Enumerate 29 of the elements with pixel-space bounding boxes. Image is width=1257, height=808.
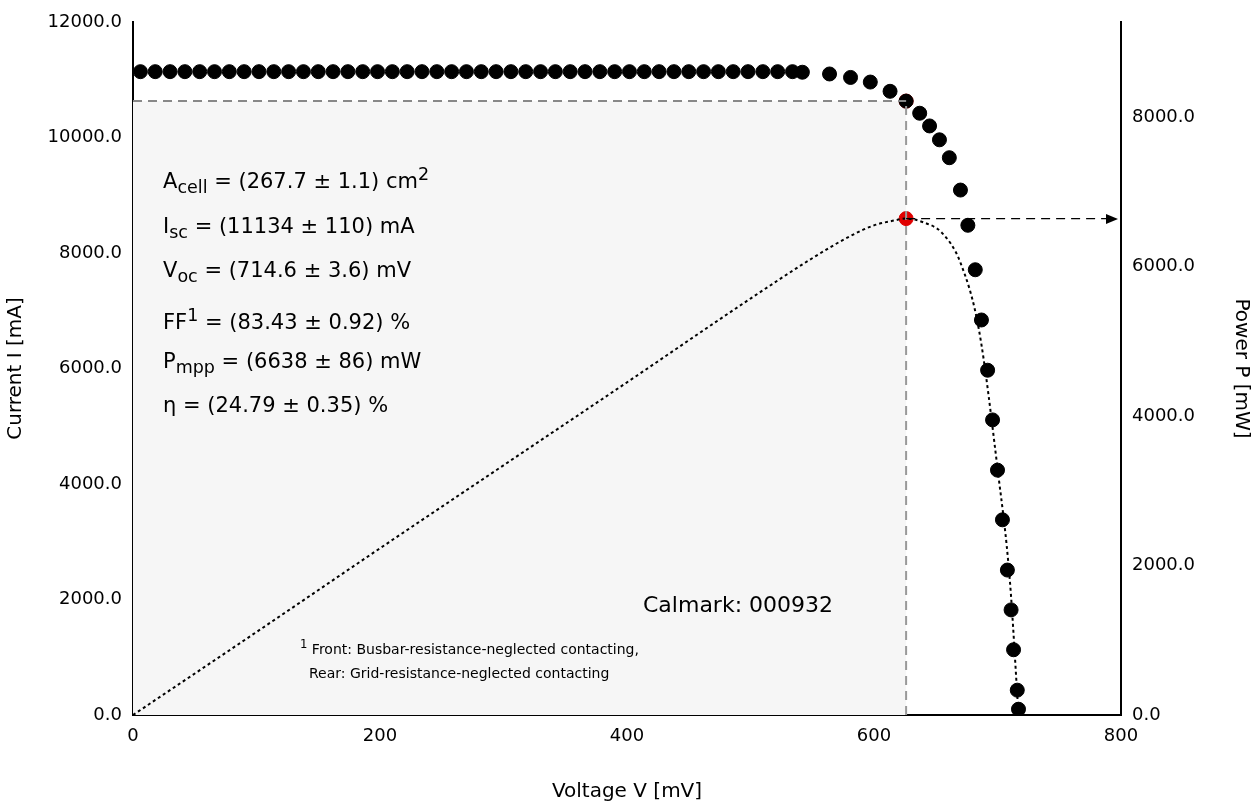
y2-axis-title: Power P [mW] xyxy=(1230,298,1255,439)
annotation: V$_{oc}$ = (714.6 ± 3.6) mV xyxy=(163,257,412,289)
y-axis-title: Current I [mA] xyxy=(2,297,27,440)
x-tick-label: 800 xyxy=(1103,724,1139,746)
annotation: P$_{mpp}$ = (6638 ± 86) mW xyxy=(163,347,423,379)
y2-tick-label: 8000.0 xyxy=(1132,104,1195,126)
annotation: Rear: Grid-resistance-neglected contacting xyxy=(308,663,611,683)
x-axis-title: Voltage V [mV] xyxy=(551,778,703,803)
annotation: FF$^{1}$ = (83.43 ± 0.92) % xyxy=(163,304,412,337)
annotation: $^{1}$ Front: Busbar-resistance-neglected contacting, xyxy=(300,636,639,659)
annotation: A$_{cell}$ = (267.7 ± 1.1) cm$^{2}$ xyxy=(163,163,430,200)
y-tick-label: 4000.0 xyxy=(59,471,122,493)
y2-tick-label: 2000.0 xyxy=(1132,553,1195,575)
y-tick-label: 2000.0 xyxy=(59,587,122,609)
y-tick-label: 8000.0 xyxy=(59,240,122,262)
y-tick-label: 0.0 xyxy=(93,702,122,724)
y2-tick-label: 6000.0 xyxy=(1132,254,1195,276)
annotation: η = (24.79 ± 0.35) % xyxy=(163,392,390,420)
x-tick-label: 400 xyxy=(609,724,645,746)
annotation: I$_{sc}$ = (11134 ± 110) mA xyxy=(163,212,416,244)
y-tick-label: 10000.0 xyxy=(47,125,122,147)
x-tick-label: 200 xyxy=(362,724,398,746)
y-tick-label: 6000.0 xyxy=(59,356,122,378)
y2-tick-label: 4000.0 xyxy=(1132,403,1195,425)
y-tick-label: 12000.0 xyxy=(47,9,122,31)
annotation: Calmark: 000932 xyxy=(643,592,834,617)
x-tick-label: 0 xyxy=(127,724,139,746)
x-tick-label: 600 xyxy=(856,724,892,746)
y2-tick-label: 0.0 xyxy=(1132,702,1161,724)
